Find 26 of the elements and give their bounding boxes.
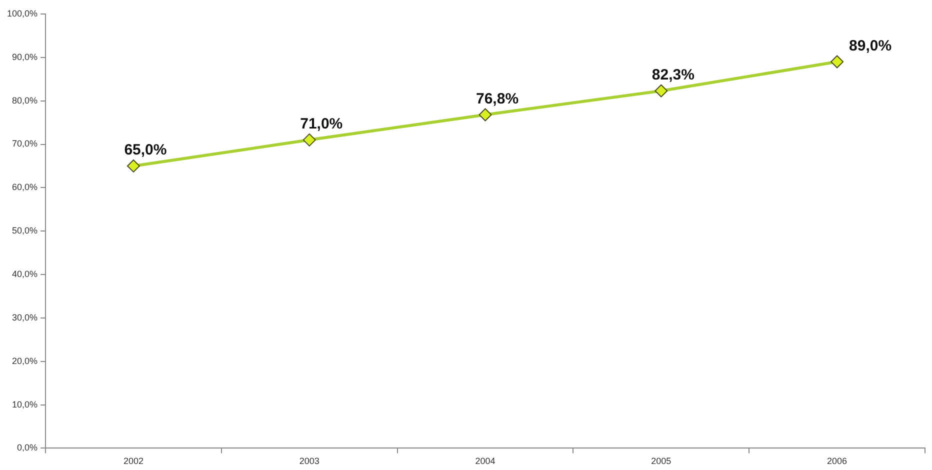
data-label: 65,0% bbox=[124, 142, 167, 159]
y-tick-label: 60,0% bbox=[12, 182, 38, 192]
y-tick-label: 50,0% bbox=[12, 226, 38, 236]
point bbox=[478, 108, 492, 122]
x-tick-label: 2002 bbox=[123, 456, 144, 466]
y-tick-label: 80,0% bbox=[12, 95, 38, 106]
data-label: 76,8% bbox=[476, 90, 519, 108]
y-tick-label: 10,0% bbox=[12, 399, 38, 410]
point bbox=[830, 55, 844, 68]
data-label: 89,0% bbox=[849, 37, 892, 54]
y-tick-label: 70,0% bbox=[12, 138, 38, 149]
y-tick-label: 0,0% bbox=[17, 442, 38, 453]
data-label: 71,0% bbox=[300, 116, 343, 133]
point bbox=[654, 84, 668, 98]
point bbox=[126, 159, 140, 172]
x-tick-label: 2003 bbox=[299, 456, 320, 466]
y-tick-label: 40,0% bbox=[12, 269, 38, 280]
x-tick-label: 2006 bbox=[827, 456, 848, 466]
x-tick-label: 2005 bbox=[651, 456, 672, 466]
point bbox=[302, 133, 316, 146]
y-tick-label: 30,0% bbox=[12, 312, 38, 322]
y-tick-label: 90,0% bbox=[12, 52, 38, 62]
data-label: 82,3% bbox=[652, 66, 694, 84]
y-tick-label: 100,0% bbox=[6, 8, 38, 18]
y-tick-label: 20,0% bbox=[12, 356, 38, 366]
x-tick-label: 2004 bbox=[475, 456, 496, 466]
